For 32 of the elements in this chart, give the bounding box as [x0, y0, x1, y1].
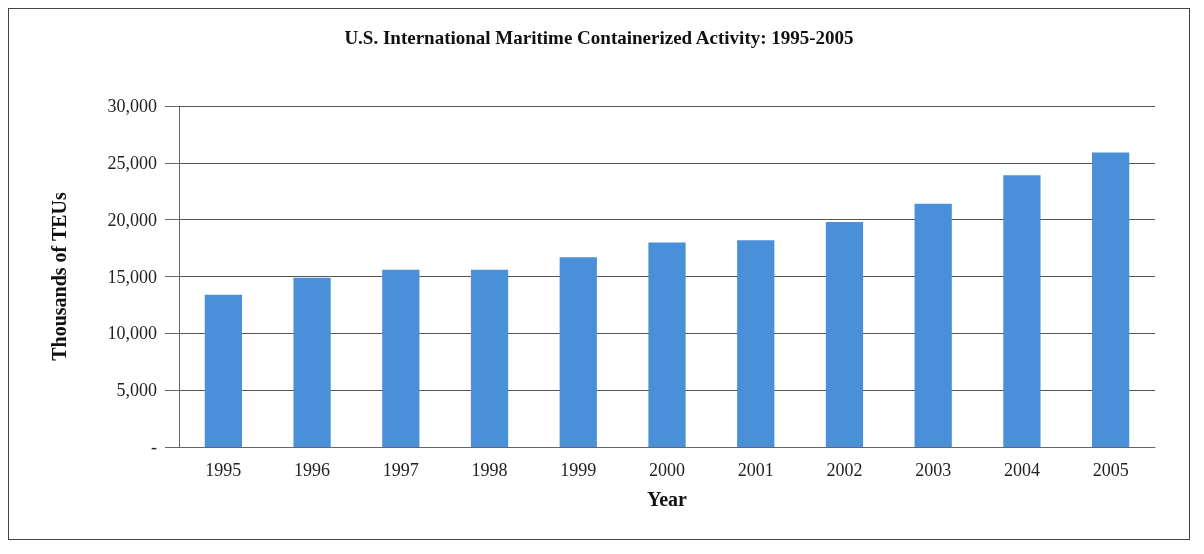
x-tick-label: 1997 [382, 460, 419, 480]
y-tick-label: - [151, 437, 157, 457]
x-tick-label: 1998 [471, 460, 508, 480]
x-tick-label: 1999 [560, 460, 597, 480]
x-tick-label: 1995 [205, 460, 242, 480]
bar [204, 294, 242, 447]
y-tick-label: 5,000 [116, 380, 157, 401]
bar [825, 221, 864, 447]
y-tick-label: 25,000 [107, 152, 157, 173]
bar [914, 203, 952, 447]
x-tick-label: 1996 [294, 460, 331, 480]
x-tick-label: 2004 [1003, 460, 1040, 480]
y-tick-label: 15,000 [107, 266, 157, 287]
bar [1092, 152, 1130, 447]
x-tick-label: 2002 [826, 460, 863, 480]
x-tick-label: 2000 [649, 460, 685, 480]
y-axis-title: Thousands of TEUs [48, 191, 70, 361]
x-tick-label: 2005 [1092, 460, 1129, 480]
y-tick-label: 10,000 [107, 323, 157, 344]
bar [648, 242, 686, 447]
bar [470, 269, 509, 447]
x-tick-label: 2003 [915, 460, 952, 480]
bar [1003, 175, 1041, 447]
bar [293, 277, 331, 447]
chart-title: U.S. International Maritime Containerized Activity: 1995-2005 [344, 27, 854, 48]
bar [559, 257, 597, 447]
bar [737, 240, 775, 447]
y-tick-label: 20,000 [107, 209, 157, 230]
bar [382, 269, 420, 447]
x-tick-label: 2001 [737, 460, 774, 480]
y-tick-label: 30,000 [107, 96, 157, 116]
x-axis-title: Year [647, 488, 688, 510]
